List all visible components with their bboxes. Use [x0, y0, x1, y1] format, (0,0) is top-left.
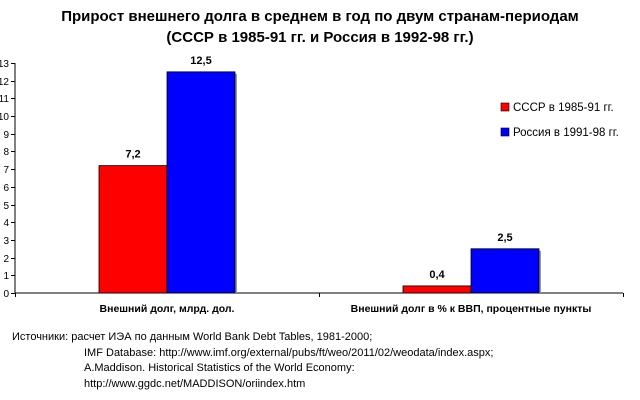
- bar-russia-0: [166, 71, 236, 294]
- y-tick-label: 3: [3, 236, 9, 247]
- source-line-4: http://www.ggdc.net/MADDISON/oriindex.ht…: [84, 377, 306, 390]
- y-tick-label: 6: [3, 183, 9, 194]
- bar-ussr-0: [98, 165, 168, 294]
- y-tick-label: 0: [3, 289, 9, 300]
- y-tick-label: 2: [3, 254, 9, 265]
- data-label: 0,4: [429, 269, 445, 281]
- y-tick-label: 11: [0, 94, 9, 105]
- y-tick-label: 5: [3, 201, 9, 212]
- chart-title-line-1: Прирост внешнего долга в среднем в год п…: [61, 8, 579, 25]
- legend-entry: СССР в 1985-91 гг.: [513, 102, 614, 114]
- source-line-3: A.Maddison. Historical Statistics of the…: [84, 362, 355, 374]
- category-label: Внешний долг в % к ВВП, процентные пункт…: [351, 303, 592, 315]
- legend-entry: Россия в 1991-98 гг.: [513, 127, 619, 139]
- source-line-2: IMF Database: http://www.imf.org/externa…: [84, 346, 494, 359]
- y-tick-label: 7: [3, 165, 9, 176]
- data-label: 2,5: [497, 232, 512, 244]
- chart-title: Прирост внешнего долга в среднем в год п…: [0, 6, 640, 48]
- data-label: 7,2: [125, 149, 140, 161]
- y-tick-label: 4: [3, 218, 9, 229]
- bar-russia-1: [470, 248, 540, 294]
- y-tick-label: 9: [3, 130, 9, 141]
- source-line-1: Источники: расчет ИЭА по данным World Ba…: [12, 331, 373, 343]
- legend-swatch: [500, 127, 510, 137]
- y-tick-label: 10: [0, 112, 9, 123]
- y-tick-label: 12: [0, 77, 9, 88]
- legend-swatch: [500, 102, 510, 112]
- y-tick-label: 13: [0, 59, 9, 70]
- bar-ussr-1: [402, 285, 472, 294]
- category-label: Внешний долг, млрд. дол.: [100, 303, 235, 315]
- chart-title-line-2: (СССР в 1985-91 гг. и Россия в 1992-98 г…: [166, 29, 474, 46]
- y-tick-label: 8: [3, 147, 9, 158]
- sources-note: Источники: расчет ИЭА по данным World Ba…: [0, 330, 640, 392]
- data-label: 12,5: [190, 55, 211, 67]
- y-tick-label: 1: [3, 271, 9, 282]
